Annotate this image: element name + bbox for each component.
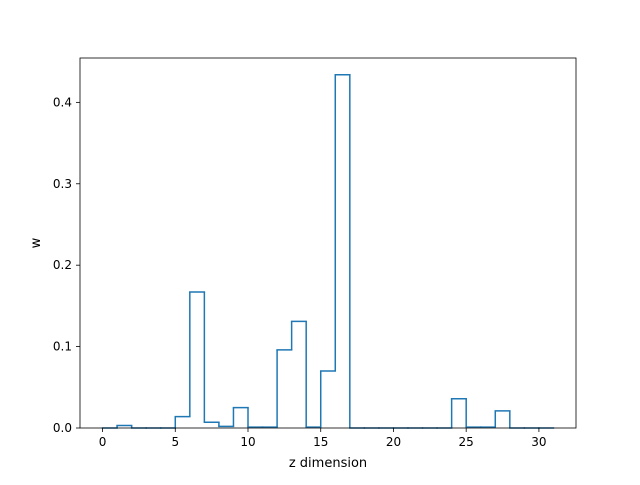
y-axis-ticks: 0.0 0.1 0.2 0.3 0.4 <box>53 95 80 435</box>
x-tick-label: 0 <box>99 435 107 449</box>
plot-frame <box>79 57 577 429</box>
y-tick-label: 0.1 <box>53 340 72 354</box>
y-tick-label: 0.3 <box>53 177 72 191</box>
x-tick-label: 30 <box>531 435 546 449</box>
y-tick-label: 0.4 <box>53 95 72 109</box>
plot-area-background <box>80 58 576 428</box>
x-tick-label: 25 <box>459 435 474 449</box>
y-tick-label: 0.0 <box>53 421 72 435</box>
x-axis-ticks: 0 5 10 15 20 25 30 <box>99 428 547 449</box>
x-tick-label: 5 <box>171 435 179 449</box>
x-tick-label: 15 <box>313 435 328 449</box>
y-axis-label: w <box>29 237 44 248</box>
x-axis-label: z dimension <box>289 456 367 471</box>
x-tick-label: 20 <box>386 435 401 449</box>
x-tick-label: 10 <box>240 435 255 449</box>
y-tick-label: 0.2 <box>53 258 72 272</box>
